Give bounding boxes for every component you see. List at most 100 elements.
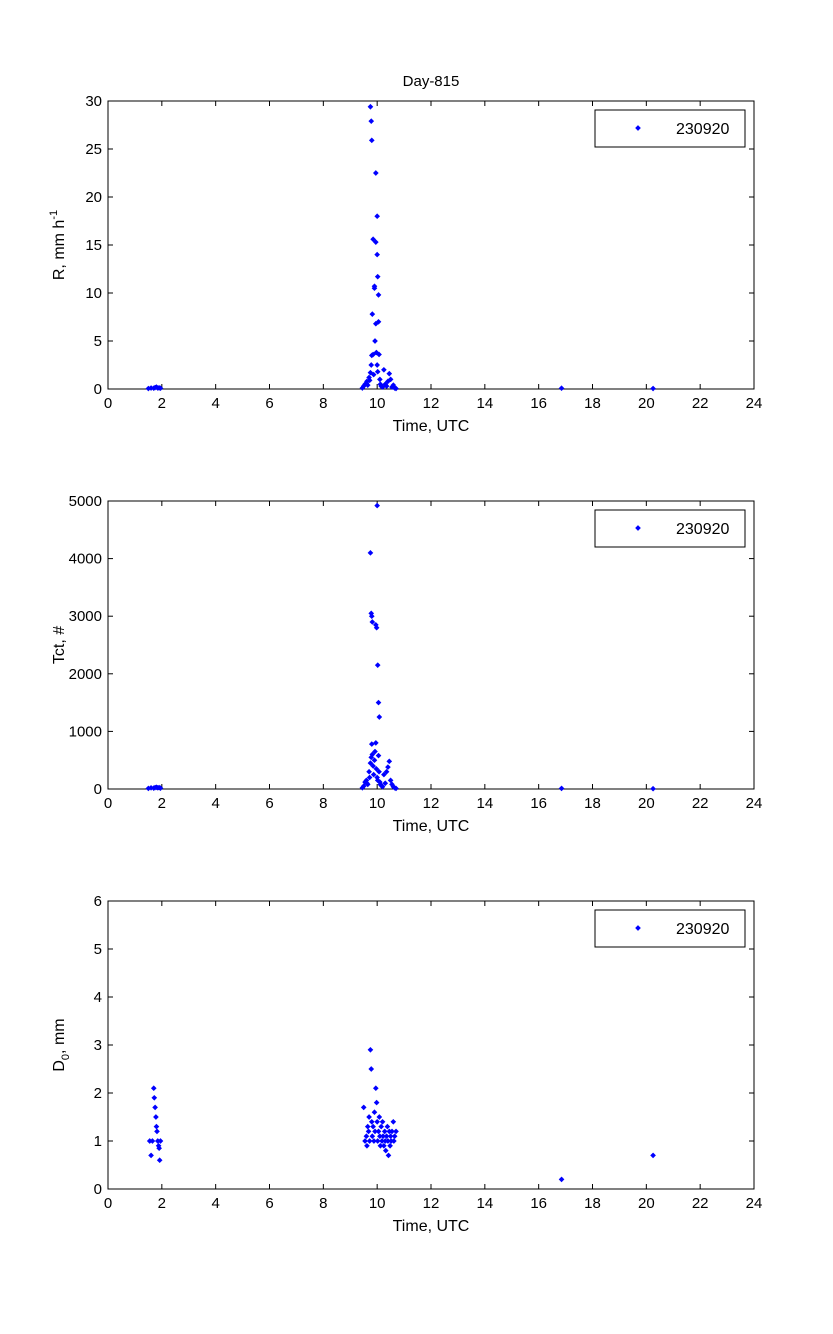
data-point	[385, 1152, 392, 1159]
data-point	[374, 1138, 381, 1144]
legend: 230920	[594, 109, 746, 148]
x-tick-label: 0	[104, 395, 112, 412]
y-tick-label: 5	[94, 941, 102, 958]
data-point	[369, 311, 376, 317]
data-point	[371, 1109, 378, 1116]
y-tick-label: 0	[94, 1181, 102, 1198]
data-point	[368, 613, 375, 620]
y-axis-label-superscript: -1	[48, 210, 60, 220]
x-tick-label: 12	[423, 1195, 440, 1212]
data-point	[382, 780, 389, 787]
data-point	[363, 1133, 370, 1140]
data-point	[368, 118, 375, 124]
data-point	[373, 766, 380, 772]
data-point	[387, 1133, 394, 1140]
data-point	[374, 251, 380, 258]
data-point	[376, 768, 382, 775]
data-point	[366, 377, 373, 384]
x-tick-label: 6	[265, 395, 273, 412]
data-point	[366, 1138, 373, 1144]
y-axis-label: D0, mm	[51, 1018, 72, 1071]
data-point	[383, 383, 390, 389]
x-tick-label: 20	[638, 395, 655, 412]
x-tick-label: 4	[211, 795, 219, 812]
data-point	[558, 385, 565, 392]
data-point	[374, 502, 380, 509]
data-point	[391, 1133, 398, 1140]
data-point	[369, 619, 376, 625]
plot-frame	[107, 100, 755, 390]
legend-marker	[635, 125, 641, 131]
data-point	[375, 1128, 382, 1135]
y-tick-label: 20	[85, 189, 102, 206]
y-axis-label: R, mm h-1	[48, 210, 68, 280]
data-point	[374, 213, 380, 220]
data-point	[370, 1123, 376, 1130]
data-point	[367, 103, 374, 110]
data-point	[650, 785, 656, 792]
data-point	[365, 1128, 372, 1135]
x-tick-label: 22	[692, 1195, 709, 1212]
data-point	[383, 768, 390, 775]
x-tick-label: 6	[265, 795, 273, 812]
data-point	[377, 376, 383, 383]
data-point	[374, 662, 381, 668]
legend-box	[594, 509, 746, 548]
y-tick-label: 10	[85, 285, 102, 302]
data-point	[374, 273, 381, 280]
legend-box	[594, 109, 746, 148]
data-point	[157, 785, 164, 791]
data-point	[381, 771, 387, 778]
data-point	[153, 1123, 160, 1130]
x-tick-label: 18	[584, 395, 601, 412]
y-tick-label: 6	[94, 893, 102, 910]
data-point	[390, 1118, 397, 1125]
x-axis-label: Time, UTC	[393, 1218, 470, 1235]
y-tick-label: 15	[85, 237, 102, 254]
y-tick-label: 25	[85, 141, 102, 158]
y-axis-label-tail: , mm	[51, 1018, 68, 1054]
y-tick-label: 3	[94, 1037, 102, 1054]
data-point	[370, 371, 377, 378]
data-point	[387, 376, 394, 383]
data-point	[373, 1099, 380, 1106]
data-point	[389, 1128, 395, 1135]
x-tick-label: 18	[584, 1195, 601, 1212]
data-point	[386, 370, 393, 377]
data-point	[367, 550, 374, 556]
data-point	[371, 1138, 377, 1144]
data-point	[374, 1118, 380, 1125]
x-tick-label: 4	[211, 395, 219, 412]
data-point	[368, 362, 375, 368]
x-tick-label: 10	[369, 795, 386, 812]
data-point	[387, 1142, 393, 1149]
x-tick-label: 8	[319, 795, 327, 812]
data-point	[393, 1128, 399, 1135]
data-point	[362, 1138, 368, 1144]
data-point	[368, 1066, 375, 1072]
data-point	[383, 1133, 390, 1140]
legend-label: 230920	[676, 521, 729, 538]
data-point	[558, 1176, 565, 1183]
data-point	[360, 783, 367, 789]
x-tick-label: 10	[369, 1195, 386, 1212]
x-tick-label: 8	[319, 1195, 327, 1212]
data-point	[366, 774, 373, 781]
data-point	[364, 382, 371, 388]
data-point	[382, 1147, 389, 1154]
data-point	[369, 1133, 376, 1140]
data-point	[374, 362, 380, 368]
data-point	[149, 1138, 156, 1144]
data-point	[375, 752, 382, 759]
x-tick-label: 22	[692, 795, 709, 812]
x-tick-label: 14	[476, 395, 493, 412]
data-point	[376, 714, 383, 720]
x-tick-label: 2	[158, 1195, 166, 1212]
data-point	[370, 763, 376, 769]
data-point	[360, 1104, 367, 1111]
y-tick-label: 2	[94, 1085, 102, 1102]
data-point	[381, 1128, 388, 1135]
y-tick-label: 3000	[69, 608, 102, 625]
data-point	[364, 1142, 370, 1149]
